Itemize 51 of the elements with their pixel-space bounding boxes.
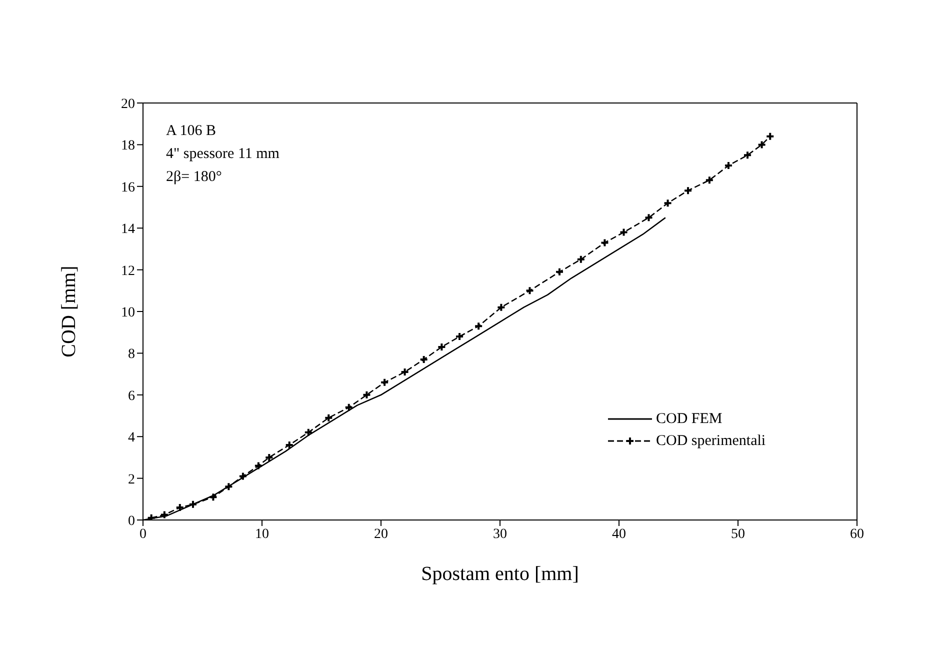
y-tick-label: 20 [121,96,135,112]
point [380,378,390,387]
y-tick-label: 6 [128,388,135,404]
point [496,302,506,312]
point [644,213,654,222]
x-tick-label: 30 [493,526,507,542]
x-axis-title: Spostam ento [mm] [421,563,579,585]
y-tick-label: 12 [121,264,135,279]
y-tick-label: 18 [121,138,135,154]
legend-label: COD FEM [656,410,722,428]
point [146,513,156,520]
point [757,140,766,150]
point [684,186,693,196]
point [224,482,234,492]
y-tick-label: 14 [121,222,135,238]
y-tick-label: 8 [128,347,135,362]
point [766,132,775,141]
point [238,472,248,481]
point [474,322,484,331]
point [188,500,198,509]
point [324,413,334,422]
annotation: 2β= 180° [166,168,223,187]
point [362,390,372,400]
x-tick-label: 60 [850,526,864,542]
x-tick-label: 20 [374,526,388,542]
point [663,198,672,208]
y-tick-label: 10 [121,305,135,320]
y-tick-label: 0 [128,514,135,529]
point [254,461,263,470]
point [208,492,218,502]
x-tick-label: 40 [612,526,626,542]
point [576,254,586,264]
y-axis-title: COD [mm] [58,266,80,358]
y-tick-label: 2 [128,472,135,488]
legend-label: COD sperimentali [656,432,766,450]
point [304,428,313,437]
point [704,176,714,185]
point [344,402,354,412]
y-tick-label: 4 [128,430,135,446]
annotation: 4" spessore 11 mm [166,145,280,164]
x-tick-label: 0 [140,526,146,542]
point [619,228,628,237]
point [555,267,564,276]
point [160,510,169,520]
point [743,150,752,160]
y-tick-label: 16 [121,180,135,196]
annotation: A 106 B [166,122,218,141]
x-tick-label: 50 [731,526,745,542]
point [600,238,610,248]
point [525,286,534,296]
x-tick-label: 10 [255,526,269,542]
